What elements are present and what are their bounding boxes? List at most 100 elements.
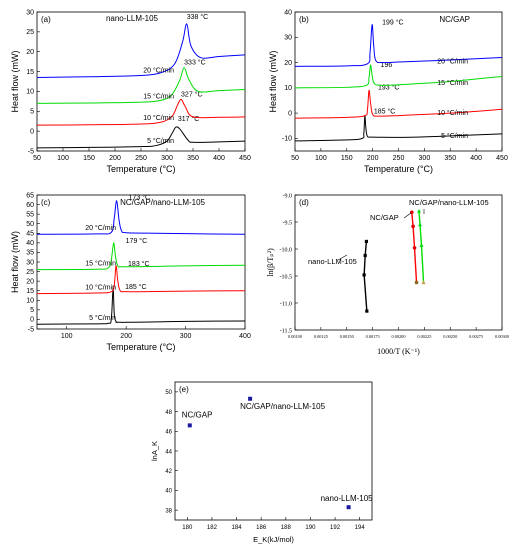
x-tick-label: 450 [496, 155, 508, 162]
series-name-3: 20 °C/min [143, 67, 174, 75]
x-tick-label: 184 [232, 525, 243, 531]
y-tick-label: -10.0 [280, 247, 293, 253]
x-tick-label: 50 [291, 155, 299, 162]
data-point [414, 280, 419, 285]
data-point [411, 224, 415, 229]
series-line-3 [294, 24, 503, 67]
x-tick-label: 0.00300 [495, 334, 509, 339]
peak-label-2: 196 [381, 62, 393, 69]
y-tick-label: 0 [288, 110, 292, 117]
annotation-0: nano-LLM-105 [308, 257, 357, 266]
y-tick-label: -9.5 [283, 220, 293, 226]
x-tick-label: 350 [187, 155, 199, 162]
x-tick-label: 250 [135, 155, 147, 162]
x-tick-label: 150 [83, 155, 95, 162]
y-tick-label: 46 [165, 430, 172, 436]
series-line-3 [36, 200, 246, 235]
peak-label-1: 193 °C [378, 83, 399, 91]
y-tick-label: 10 [26, 298, 34, 305]
panel-a-chart: 50 100 150 200 250 300 350 400 450 -5 0 5 10 15 20 25 30… [10, 9, 251, 174]
x-tick-label: 400 [239, 333, 251, 340]
panel-label: (a) [41, 15, 51, 24]
y-tick-label: 20 [284, 60, 292, 67]
y-tick-label: 48 [165, 410, 172, 416]
x-tick-label: 180 [182, 525, 193, 531]
series-line-0 [36, 126, 246, 149]
y-tick-label: 38 [165, 508, 172, 514]
series-name-1: 10 °C/min [85, 284, 116, 292]
series-name-3: 20 °C/min [85, 224, 116, 232]
series-name-3: 20 °C/min [437, 57, 468, 65]
data-point [248, 396, 253, 401]
y-tick-label: -5 [28, 148, 34, 155]
y-tick-label: 25 [26, 269, 34, 276]
series-line-0 [36, 288, 246, 325]
x-axis-label: 1000/T (K⁻¹) [377, 347, 420, 356]
data-point [418, 222, 423, 227]
y-tick-label: -9.0 [283, 193, 293, 199]
y-tick-label: 40 [165, 489, 172, 495]
data-point [346, 505, 351, 510]
point-label-1: NC/GAP/nano-LLM-105 [240, 402, 325, 411]
x-tick-label: 182 [207, 525, 218, 531]
y-tick-label: -10.5 [280, 274, 293, 280]
y-tick-label: 30 [284, 35, 292, 42]
fit-line-0 [363, 241, 368, 312]
x-tick-label: 200 [109, 155, 121, 162]
x-tick-label: 50 [33, 155, 41, 162]
y-tick-label: 35 [26, 250, 34, 257]
x-axis-label: Temperature (°C) [364, 164, 433, 174]
x-tick-label: 350 [444, 155, 456, 162]
series-name-0: 5 °C/min [89, 314, 116, 322]
panel-label: (c) [41, 198, 51, 207]
x-tick-label: 188 [281, 525, 292, 531]
data-point [416, 209, 421, 213]
y-tick-label: 5 [30, 307, 34, 314]
y-tick-label: 55 [26, 211, 34, 218]
y-tick-label: 50 [165, 390, 172, 396]
series-line-2 [36, 242, 246, 271]
y-axis-label: Heat flow (mW) [10, 231, 20, 293]
annotation-arrow-1 [403, 212, 412, 219]
x-tick-label: 450 [239, 155, 251, 162]
series-name-2: 15 °C/min [143, 92, 174, 100]
plot-frame [36, 11, 246, 152]
data-point [412, 246, 417, 250]
series-line-1 [294, 89, 503, 119]
x-tick-label: 186 [256, 525, 267, 531]
panel-label: (e) [179, 385, 189, 394]
x-tick-label: 0.00150 [340, 334, 354, 339]
y-axis-label: Heat flow (mW) [10, 50, 20, 112]
x-tick-label: 250 [393, 155, 405, 162]
x-axis-label: Temperature (°C) [106, 164, 175, 174]
y-tick-label: -10 [282, 136, 292, 143]
y-tick-label: 15 [26, 288, 34, 295]
series-name-0: 5 °C/min [147, 137, 174, 145]
y-tick-label: 30 [26, 9, 34, 16]
y-tick-label: 20 [26, 49, 34, 56]
x-tick-label: 0.00250 [443, 334, 457, 339]
peak-label-0: 185 °C [374, 108, 395, 116]
y-tick-label: 25 [26, 29, 34, 36]
x-axis-label: E_K(kJ/mol) [253, 535, 294, 544]
series-line-1 [36, 98, 246, 126]
x-tick-label: 100 [315, 155, 327, 162]
x-tick-label: 0.00200 [392, 334, 406, 339]
y-tick-label: 30 [26, 259, 34, 266]
x-tick-label: 400 [470, 155, 482, 162]
point-label-2: nano-LLM-105 [321, 494, 374, 503]
y-axis-label: ln(β/Tₚ²) [266, 248, 275, 277]
peak-label-3: 338 °C [187, 13, 208, 21]
x-tick-label: 190 [305, 525, 316, 531]
y-tick-label: 50 [26, 221, 34, 228]
x-tick-label: 0.00100 [288, 334, 302, 339]
chart-title: NC/GAP [439, 15, 470, 24]
x-tick-label: 0.00125 [314, 334, 328, 339]
series-name-2: 15 °C/min [85, 260, 116, 268]
y-tick-label: 60 [26, 202, 34, 209]
y-tick-label: 45 [26, 231, 34, 238]
series-line-3 [36, 23, 246, 79]
x-tick-label: 0.00225 [417, 334, 431, 339]
peak-label-2: 179 °C [126, 237, 147, 245]
